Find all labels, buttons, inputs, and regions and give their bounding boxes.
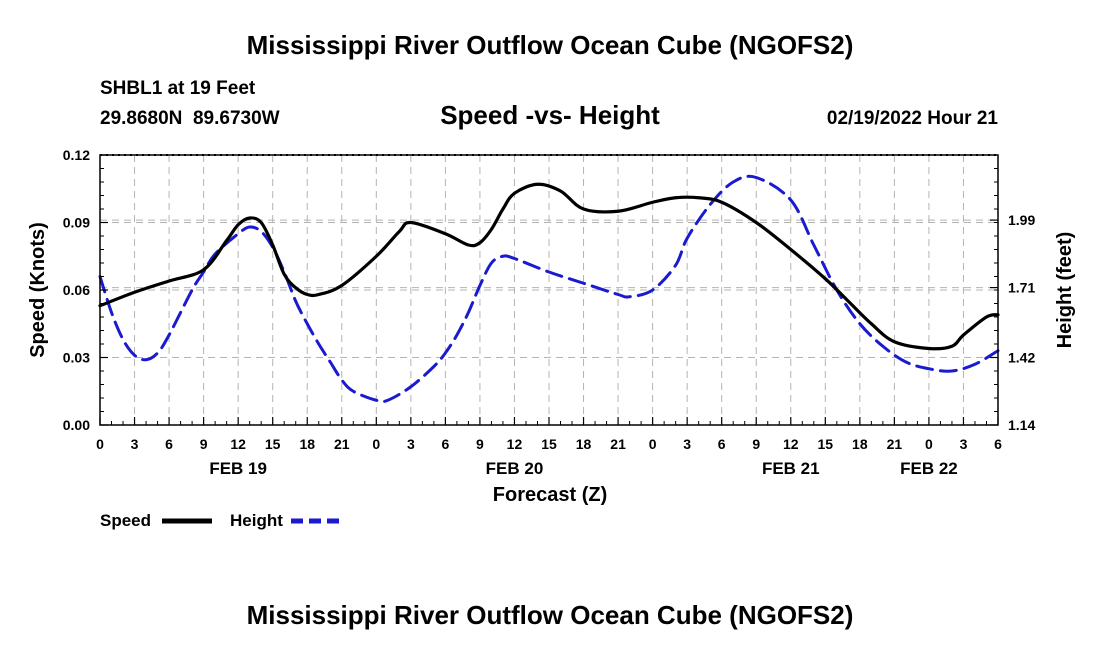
x-tick-label: 12	[507, 436, 523, 452]
axis-tick-labels: 0 3 6 9 12 15 18 21 0 3 6 9 12 15 18 21 0 3 6 9 12 15 18 21 0 3 6 0…	[63, 147, 1036, 478]
forecast-timestamp: 02/19/2022 Hour 21	[827, 108, 999, 129]
y-right-tick-label: 1.14	[1008, 417, 1035, 433]
x-tick-label: 6	[165, 436, 173, 452]
x-tick-label: 6	[994, 436, 1002, 452]
x-tick-label: 3	[131, 436, 139, 452]
y-left-tick-label: 0.06	[63, 282, 90, 298]
y-left-tick-label: 0.03	[63, 350, 90, 366]
speed-series-line	[98, 182, 1000, 351]
x-date-label: FEB 22	[900, 459, 958, 478]
x-tick-label: 21	[334, 436, 350, 452]
y-right-tick-label: 1.42	[1008, 350, 1035, 366]
x-tick-label: 15	[818, 436, 834, 452]
y-axis-left-label: Speed (Knots)	[27, 222, 49, 358]
x-tick-label: 9	[200, 436, 208, 452]
y-left-tick-label: 0.12	[63, 147, 90, 163]
x-tick-label: 18	[299, 436, 315, 452]
x-tick-label: 15	[541, 436, 557, 452]
x-tick-label: 18	[576, 436, 592, 452]
x-tick-label: 18	[852, 436, 868, 452]
chart-subtitle: Speed -vs- Height	[440, 100, 660, 130]
x-axis-label: Forecast (Z)	[493, 484, 607, 506]
legend: Speed Height	[100, 511, 342, 530]
x-tick-label: 6	[718, 436, 726, 452]
legend-speed-label: Speed	[100, 511, 151, 530]
x-date-label: FEB 19	[209, 459, 267, 478]
x-tick-label: 21	[887, 436, 903, 452]
data-series	[98, 174, 1000, 404]
y-left-tick-label: 0.00	[63, 417, 90, 433]
x-date-label: FEB 20	[486, 459, 544, 478]
x-tick-label: 0	[649, 436, 657, 452]
x-tick-label: 15	[265, 436, 281, 452]
x-tick-label: 0	[372, 436, 380, 452]
x-tick-label: 9	[476, 436, 484, 452]
grid-lines	[100, 155, 998, 426]
x-date-label: FEB 21	[762, 459, 820, 478]
x-tick-label: 12	[230, 436, 246, 452]
x-tick-label: 0	[96, 436, 104, 452]
station-coordinates: 29.8680N 89.6730W	[100, 108, 280, 129]
station-label: SHBL1 at 19 Feet	[100, 78, 256, 99]
legend-height-label: Height	[230, 511, 283, 530]
chart-title: Mississippi River Outflow Ocean Cube (NG…	[247, 30, 854, 60]
x-tick-label: 12	[783, 436, 799, 452]
x-tick-label: 3	[960, 436, 968, 452]
x-tick-label: 9	[752, 436, 760, 452]
x-tick-label: 3	[683, 436, 691, 452]
chart-title-repeat: Mississippi River Outflow Ocean Cube (NG…	[247, 600, 854, 630]
x-tick-label: 0	[925, 436, 933, 452]
y-right-tick-label: 1.71	[1008, 280, 1035, 296]
y-right-tick-label: 1.99	[1008, 212, 1035, 228]
y-left-tick-label: 0.09	[63, 215, 90, 231]
x-tick-label: 3	[407, 436, 415, 452]
axis-ticks	[99, 154, 999, 426]
y-axis-right-label: Height (feet)	[1054, 232, 1076, 349]
x-tick-label: 6	[441, 436, 449, 452]
x-tick-label: 21	[610, 436, 626, 452]
